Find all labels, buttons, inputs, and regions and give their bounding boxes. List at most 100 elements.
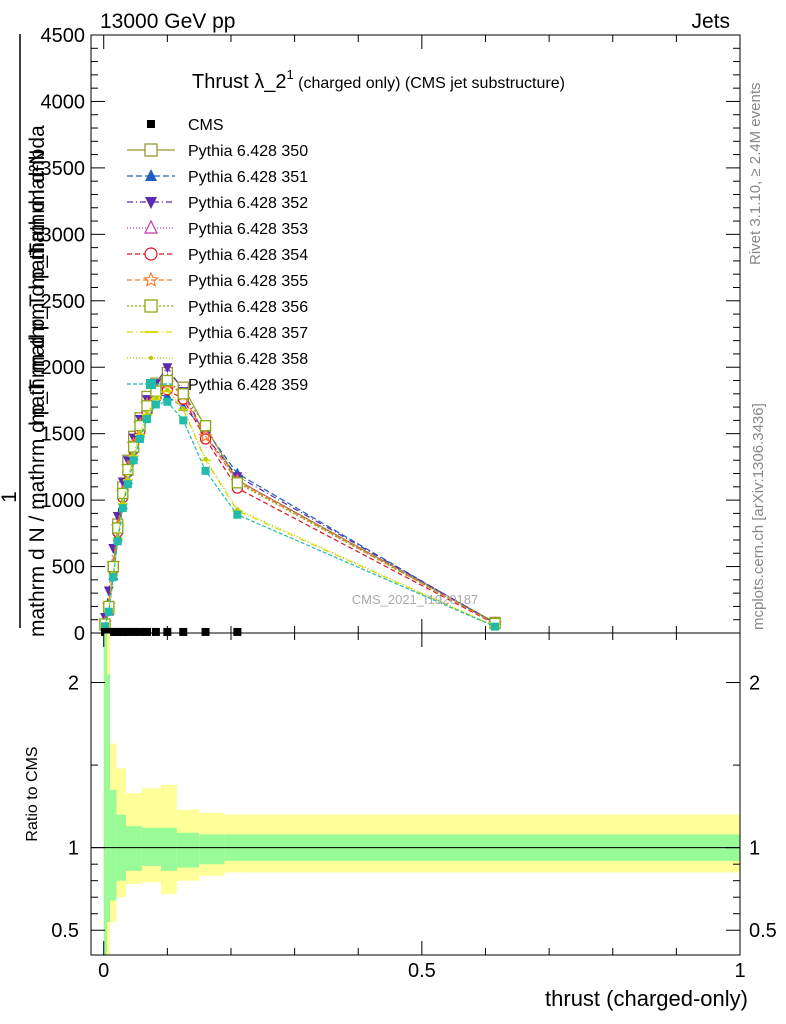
ratio-inner-band-bin	[103, 633, 107, 955]
series-marker	[201, 466, 210, 475]
series-marker	[153, 395, 159, 400]
legend-label: Pythia 6.428 353	[188, 221, 308, 238]
series-marker	[112, 522, 124, 534]
ratio-y-tick-label: 0.5	[51, 920, 79, 942]
x-tick-label: 0.5	[408, 960, 436, 982]
legend-entry: Pythia 6.428 350	[127, 143, 308, 160]
mc-series	[99, 366, 501, 631]
legend: CMS Pythia 6.428 350 Pythia 6.428 351 Pythi…	[127, 117, 308, 394]
main-y-tick-label: 1000	[41, 490, 86, 512]
ratio-panel: 0.5 0.51 12 2 0 0.5 1 Ratio to CMS	[24, 632, 777, 982]
series-marker	[178, 401, 189, 412]
cms-data-point	[118, 627, 127, 636]
ratio-y-tick-label-right: 2	[749, 673, 760, 695]
ratio-y-tick-label: 1	[68, 838, 79, 860]
series-marker	[144, 411, 150, 416]
cms-data-point	[104, 627, 113, 636]
cms-data-point	[113, 627, 122, 636]
cms-data-point	[135, 627, 144, 636]
legend-label: Pythia 6.428 359	[188, 377, 308, 394]
cms-data-point	[201, 627, 210, 636]
legend-entry: Pythia 6.428 357	[127, 325, 308, 342]
series-marker	[148, 355, 154, 361]
mc-series	[97, 375, 503, 630]
analysis-watermark: CMS_2021_I1920187	[352, 592, 479, 607]
series-marker	[104, 607, 113, 616]
series-marker	[231, 477, 243, 489]
legend-label: Pythia 6.428 356	[188, 299, 308, 316]
main-y-tick-label: 2500	[41, 291, 86, 313]
main-y-tick-label: 1500	[41, 424, 86, 446]
legend-entry: CMS	[147, 117, 224, 134]
legend-label: CMS	[188, 117, 224, 134]
main-panel: 0 500 1000 1500 2000 2500 3000 3500 4000 4500 CMS…	[41, 25, 741, 645]
energy-label: 13000 GeV pp	[100, 10, 235, 33]
series-marker	[144, 143, 158, 157]
svg-text:Thrust λ_21 (charged only) (CM: Thrust λ_21 (charged only) (CMS jet subs…	[192, 67, 565, 93]
ratio-inner-band-bin	[199, 834, 225, 865]
y-label-one: 1	[0, 491, 21, 503]
series-marker	[142, 271, 160, 287]
x-tick-label: 0	[98, 960, 109, 982]
y-label-numerator: mathrm d²N	[26, 150, 49, 261]
series-marker	[123, 480, 132, 489]
legend-entry: Pythia 6.428 358	[127, 351, 308, 368]
ratio-y-tick-label: 2	[68, 673, 79, 695]
series-marker	[179, 416, 188, 425]
mc-series-line	[104, 382, 496, 625]
main-y-tick-label: 4000	[41, 91, 86, 113]
cms-data-point	[151, 627, 160, 636]
legend-label: Pythia 6.428 351	[188, 169, 308, 186]
legend-entry: Pythia 6.428 356	[127, 299, 308, 316]
series-marker	[144, 247, 158, 261]
mc-series	[99, 374, 501, 630]
legend-entry: Pythia 6.428 351	[127, 169, 308, 186]
legend-label: Pythia 6.428 354	[188, 247, 308, 264]
mc-series-line	[104, 390, 496, 627]
series-marker	[145, 169, 157, 181]
ratio-panel-frame	[90, 632, 741, 956]
y-label-denominator: mathrm d N / mathrm d p_T mathrm d p_T	[26, 243, 49, 637]
ratio-inner-band-bin	[176, 832, 200, 868]
series-marker	[118, 504, 127, 513]
series-marker	[181, 406, 186, 411]
rivet-version-label: Rivet 3.1.10, ≥ 2.4M events	[747, 83, 764, 266]
main-y-tick-label: 3500	[41, 158, 86, 180]
legend-entry: Pythia 6.428 353	[127, 219, 308, 238]
series-marker	[112, 512, 123, 523]
series-marker	[165, 387, 170, 393]
series-marker	[109, 573, 118, 582]
mc-series-line	[104, 379, 496, 625]
series-marker	[135, 434, 144, 443]
legend-label: Pythia 6.428 358	[188, 351, 308, 368]
cms-data-layer	[100, 627, 242, 636]
series-marker	[163, 397, 172, 406]
series-marker	[199, 420, 212, 432]
main-y-tick-label: 0	[74, 623, 85, 645]
ratio-inner-band-bin	[160, 827, 177, 871]
ratio-inner-band-bin	[125, 826, 142, 871]
ratio-uncertainty-band	[103, 633, 740, 955]
legend-entry: Pythia 6.428 352	[127, 195, 308, 212]
series-marker	[177, 388, 189, 400]
series-marker	[235, 507, 240, 512]
cms-data-point	[129, 627, 138, 636]
series-marker	[491, 622, 500, 631]
cms-data-point	[123, 627, 132, 636]
ratio-y-tick-label-right: 1	[749, 838, 760, 860]
main-y-tick-label: 2000	[41, 357, 86, 379]
mc-series-line	[104, 401, 496, 628]
ratio-inner-band-bin	[141, 827, 161, 866]
mc-series-line	[104, 371, 496, 626]
x-axis-label: thrust (charged-only)	[545, 986, 748, 1011]
legend-entry: Pythia 6.428 354	[127, 247, 308, 264]
ratio-x-axis: 0 0.5 1	[98, 633, 746, 982]
series-marker	[233, 510, 242, 519]
title-main: Thrust λ_2	[192, 71, 286, 93]
legend-label: Pythia 6.428 352	[188, 195, 308, 212]
series-marker	[129, 456, 138, 465]
series-marker	[144, 219, 158, 234]
plot-title: Thrust λ_21 (charged only) (CMS jet subs…	[192, 67, 565, 93]
cms-data-point	[147, 120, 155, 128]
